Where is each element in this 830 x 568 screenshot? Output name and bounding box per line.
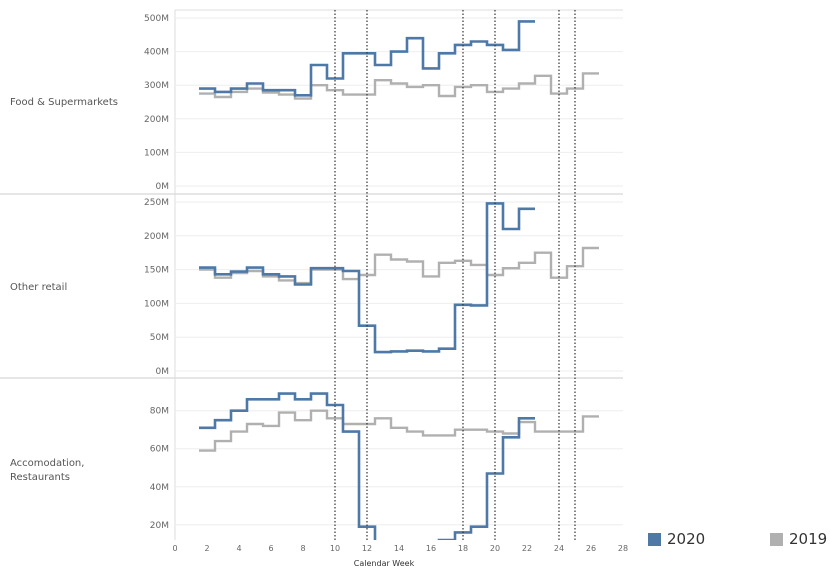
- row-label-other-retail: Other retail: [10, 282, 68, 293]
- y-tick-label: 200M: [144, 115, 169, 125]
- series-line-2019-panel-0: [199, 72, 599, 100]
- series-line-2019-panel-1: [199, 246, 599, 285]
- y-tick-label: 100M: [144, 299, 169, 309]
- x-tick-label: 14: [394, 544, 404, 553]
- row-label-food: Food & Supermarkets: [10, 97, 118, 108]
- y-tick-label: 40M: [150, 483, 169, 493]
- x-tick-label: 26: [586, 544, 596, 553]
- y-tick-label: 0M: [156, 367, 170, 377]
- x-tick-label: 0: [172, 544, 177, 553]
- y-tick-label: 80M: [150, 407, 169, 417]
- legend-label-2020: 2020: [667, 530, 706, 548]
- x-tick-label: 4: [236, 544, 241, 553]
- series-line-2019-panel-2: [199, 409, 599, 452]
- x-tick-label: 22: [522, 544, 532, 553]
- series-line-2020-panel-2: [199, 392, 535, 540]
- y-tick-label: 250M: [144, 198, 169, 208]
- x-tick-label: 10: [330, 544, 340, 553]
- x-tick-label: 2: [204, 544, 209, 553]
- y-tick-label: 60M: [150, 445, 169, 455]
- y-tick-label: 0M: [156, 182, 170, 192]
- y-tick-label: 50M: [150, 333, 169, 343]
- x-tick-label: 18: [458, 544, 468, 553]
- y-tick-label: 500M: [144, 14, 169, 24]
- x-tick-label: 12: [362, 544, 372, 553]
- y-tick-label: 150M: [144, 266, 169, 276]
- y-tick-label: 300M: [144, 81, 169, 91]
- x-tick-label: 8: [300, 544, 305, 553]
- legend-item-2019[interactable]: 2019: [770, 530, 827, 548]
- row-label-accomodation: Accomodation, Restaurants: [10, 458, 85, 483]
- x-tick-label: 20: [490, 544, 500, 553]
- legend-swatch-2019: [770, 532, 783, 546]
- y-tick-label: 100M: [144, 148, 169, 158]
- x-axis-title: Calendar Week: [354, 559, 415, 568]
- y-tick-label: 20M: [150, 521, 169, 531]
- x-tick-label: 28: [618, 544, 628, 553]
- y-tick-label: 400M: [144, 48, 169, 58]
- y-tick-label: 200M: [144, 232, 169, 242]
- legend-item-2020[interactable]: 2020: [648, 530, 705, 548]
- series-line-2020-panel-0: [199, 20, 535, 97]
- series-line-2020-panel-1: [199, 202, 535, 354]
- x-tick-label: 16: [426, 544, 436, 553]
- legend-swatch-2020: [648, 532, 661, 546]
- x-tick-label: 24: [554, 544, 564, 553]
- x-tick-label: 6: [268, 544, 273, 553]
- legend-label-2019: 2019: [789, 530, 828, 548]
